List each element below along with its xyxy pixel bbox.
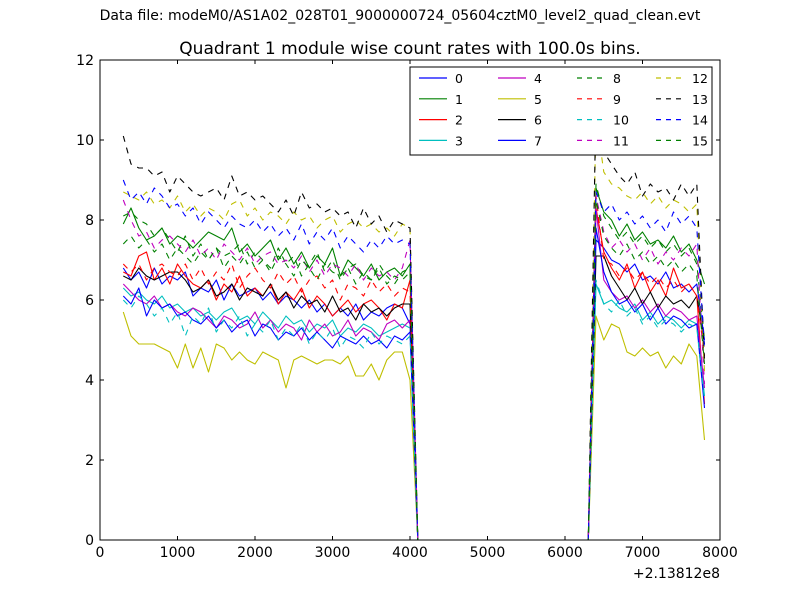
x-tick-label: 3000: [315, 545, 351, 561]
y-tick-label: 12: [76, 53, 94, 69]
chart-title: Quadrant 1 module wise count rates with …: [179, 39, 640, 59]
x-tick-label: 0: [96, 545, 105, 561]
x-axis-offset-label: +2.13812e8: [633, 566, 720, 582]
x-tick-label: 7000: [625, 545, 661, 561]
legend-label-12: 12: [692, 71, 708, 86]
axis-ticks: 0 1000 2000 3000 4000 5000 6000 7000 80000246810…: [76, 53, 738, 561]
series-line-13: [122, 99, 706, 540]
series-line-5: [122, 311, 706, 540]
legend-label-5: 5: [534, 92, 542, 107]
y-tick-label: 0: [85, 533, 94, 549]
legend-label-3: 3: [455, 133, 463, 148]
y-tick-label: 10: [76, 133, 94, 149]
legend-label-10: 10: [613, 113, 629, 128]
x-tick-label: 4000: [392, 545, 428, 561]
figure-suptitle: Data file: modeM0/AS1A02_028T01_90000007…: [99, 8, 701, 24]
legend-label-9: 9: [613, 92, 621, 107]
legend-frame: [409, 66, 713, 156]
series-line-7: [122, 227, 706, 540]
x-tick-label: 5000: [470, 545, 506, 561]
series-line-11: [122, 195, 706, 540]
series-line-14: [122, 179, 706, 540]
legend-label-0: 0: [455, 71, 463, 86]
legend-label-14: 14: [692, 113, 708, 128]
legend-label-2: 2: [455, 113, 463, 128]
legend-label-8: 8: [613, 71, 621, 86]
y-tick-label: 8: [85, 213, 94, 229]
legend-label-11: 11: [613, 133, 629, 148]
legend-label-13: 13: [692, 92, 708, 107]
series-line-15: [122, 199, 706, 540]
series-group: [122, 99, 706, 540]
x-tick-label: 1000: [160, 545, 196, 561]
x-tick-label: 6000: [547, 545, 583, 561]
series-line-9: [122, 195, 706, 540]
y-tick-label: 6: [85, 293, 94, 309]
legend-label-1: 1: [455, 92, 463, 107]
legend-label-15: 15: [692, 133, 708, 148]
legend-label-6: 6: [534, 113, 542, 128]
x-tick-label: 2000: [237, 545, 273, 561]
y-tick-label: 2: [85, 453, 94, 469]
legend-label-7: 7: [534, 133, 542, 148]
x-tick-label: 8000: [702, 545, 738, 561]
legend-label-4: 4: [534, 71, 542, 86]
y-tick-label: 4: [85, 373, 94, 389]
series-line-12: [123, 115, 706, 540]
